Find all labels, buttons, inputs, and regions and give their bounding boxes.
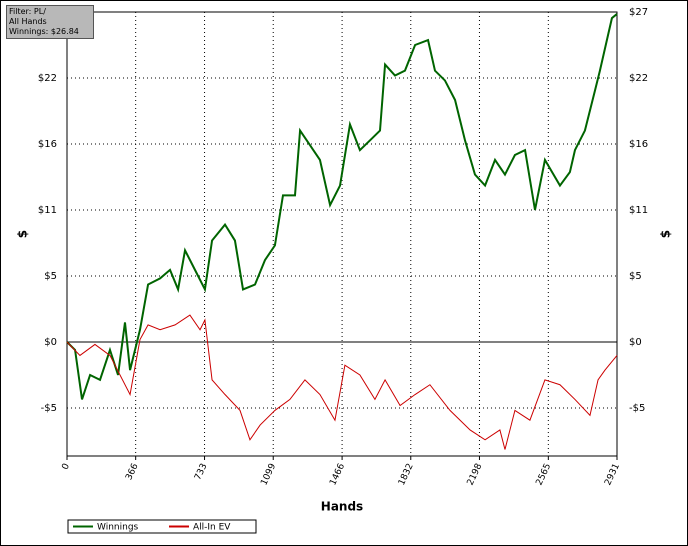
x-tick-label: 733 [193, 462, 209, 482]
x-tick-label: 366 [124, 462, 140, 482]
plot-area [66, 11, 618, 457]
y-tick-label: $16 [38, 139, 57, 150]
legend-label: All-In EV [193, 523, 231, 533]
x-tick-label: 2565 [535, 462, 554, 487]
info-line: All Hands [9, 17, 47, 26]
x-axis-label: Hands [321, 500, 363, 514]
y2-tick-label: $5 [629, 271, 642, 282]
y2-tick-label: $22 [629, 73, 648, 84]
series-line [66, 314, 618, 450]
y2-tick-label: -$5 [629, 403, 645, 414]
y-tick-label: -$5 [41, 403, 57, 414]
y2-tick-label: $16 [629, 139, 648, 150]
info-line: Filter: PL/ [9, 7, 46, 16]
x-tick-label: 1466 [328, 462, 347, 487]
y-tick-label: $11 [38, 205, 57, 216]
x-tick-label: 1099 [259, 462, 278, 487]
info-line: Winnings: $26.84 [9, 27, 79, 36]
y2-tick-label: $27 [629, 7, 648, 18]
info-box: Filter: PL/ All Hands Winnings: $26.84 [6, 5, 94, 39]
legend-label: Winnings [97, 523, 139, 533]
y2-tick-label: $11 [629, 205, 648, 216]
x-tick-label: 1832 [397, 462, 416, 487]
y-axis-label: $ [16, 230, 30, 238]
y2-tick-label: $0 [629, 337, 642, 348]
x-tick-label: 0 [60, 462, 72, 472]
y-tick-label: $22 [38, 73, 57, 84]
series-line [66, 13, 618, 400]
x-tick-label: 2931 [603, 462, 622, 487]
y2-axis-label: $ [659, 230, 673, 238]
y-tick-label: $5 [44, 271, 57, 282]
y-tick-label: $0 [44, 337, 57, 348]
x-tick-label: 2198 [466, 462, 485, 487]
legend-box [67, 519, 257, 534]
